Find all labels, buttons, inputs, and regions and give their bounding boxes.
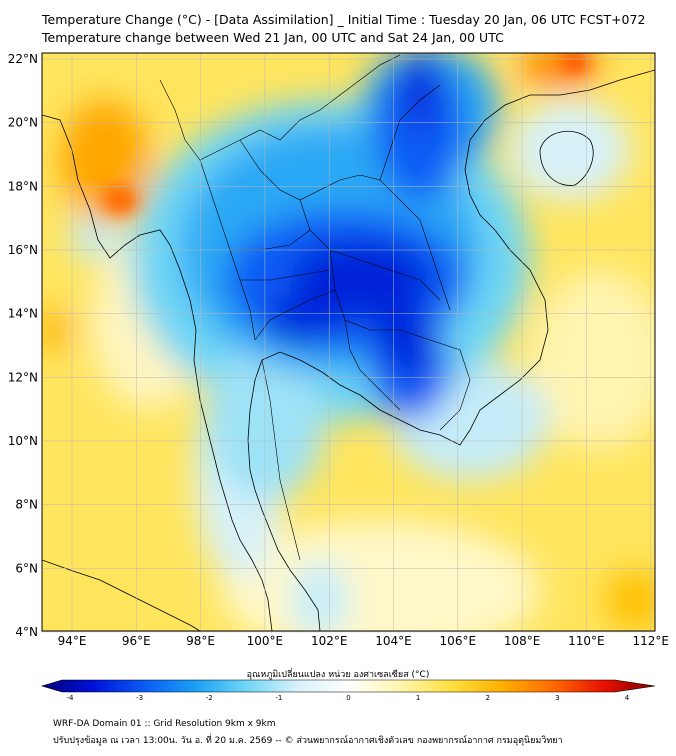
colorbar-tick-label: 1 (416, 694, 420, 702)
colorbar-tick-label: -3 (136, 694, 143, 702)
colorbar-tick-label: 4 (625, 694, 630, 702)
lat-label: 20°N (8, 116, 38, 130)
lon-label: 108°E (504, 634, 541, 648)
footer-credit: ปรับปรุงข้อมูล ณ เวลา 13:00น. วัน อ. ที่… (53, 736, 563, 746)
colorbar-tick-label: -2 (206, 694, 213, 702)
footer-model-info: WRF-DA Domain 01 :: Grid Resolution 9km … (53, 719, 276, 729)
lat-label: 14°N (8, 307, 38, 321)
lon-label: 112°E (632, 634, 669, 648)
colorbar-tick-label: 3 (555, 694, 559, 702)
lat-label: 8°N (15, 498, 38, 512)
lat-label: 10°N (8, 434, 38, 448)
lat-label: 16°N (8, 243, 38, 257)
lon-label: 102°E (311, 634, 348, 648)
lat-label: 22°N (8, 52, 38, 66)
graticule (42, 53, 655, 633)
lat-label: 12°N (8, 370, 38, 384)
lon-label: 106°E (440, 634, 477, 648)
map-subtitle: Temperature change between Wed 21 Jan, 0… (42, 30, 504, 45)
coastlines (42, 69, 655, 631)
lon-label: 94°E (58, 634, 87, 648)
lat-label: 4°N (15, 625, 38, 639)
colorbar-tick-label: -4 (67, 694, 75, 702)
map-frame (41, 52, 656, 632)
latitude-labels: 22°N 20°N 18°N 16°N 14°N 12°N 10°N 8°N 6°N 4°N (8, 52, 38, 639)
lat-label: 18°N (8, 179, 38, 193)
lon-label: 98°E (186, 634, 215, 648)
lon-label: 104°E (375, 634, 412, 648)
temperature-field (42, 53, 655, 631)
colorbar-label: อุณหภูมิเปลี่ยนแปลง หน่วย องศาเซลเซียส (… (246, 670, 430, 680)
colorbar-tick-label: 0 (346, 694, 350, 702)
lon-label: 100°E (247, 634, 284, 648)
longitude-labels: 94°E 96°E 98°E 100°E 102°E 104°E 106°E 108°E 110… (58, 634, 669, 648)
colorbar: -4 -3 -2 -1 0 1 2 3 4 (40, 679, 656, 702)
colorbar-tick-label: 2 (486, 694, 490, 702)
colorbar-tick-label: -1 (275, 694, 282, 702)
map-title: Temperature Change (°C) - [Data Assimila… (42, 12, 646, 27)
lon-label: 110°E (568, 634, 605, 648)
colorbar-bar (40, 679, 656, 693)
lon-label: 96°E (122, 634, 151, 648)
lat-label: 6°N (15, 561, 38, 575)
